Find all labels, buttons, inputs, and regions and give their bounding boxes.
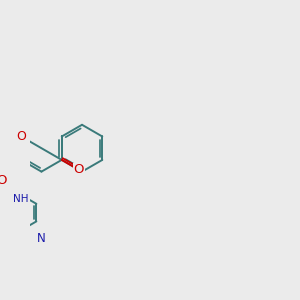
- Text: O: O: [16, 130, 26, 143]
- Text: NH: NH: [14, 194, 29, 204]
- Text: N: N: [37, 232, 46, 245]
- Text: O: O: [74, 164, 84, 176]
- Text: O: O: [0, 175, 7, 188]
